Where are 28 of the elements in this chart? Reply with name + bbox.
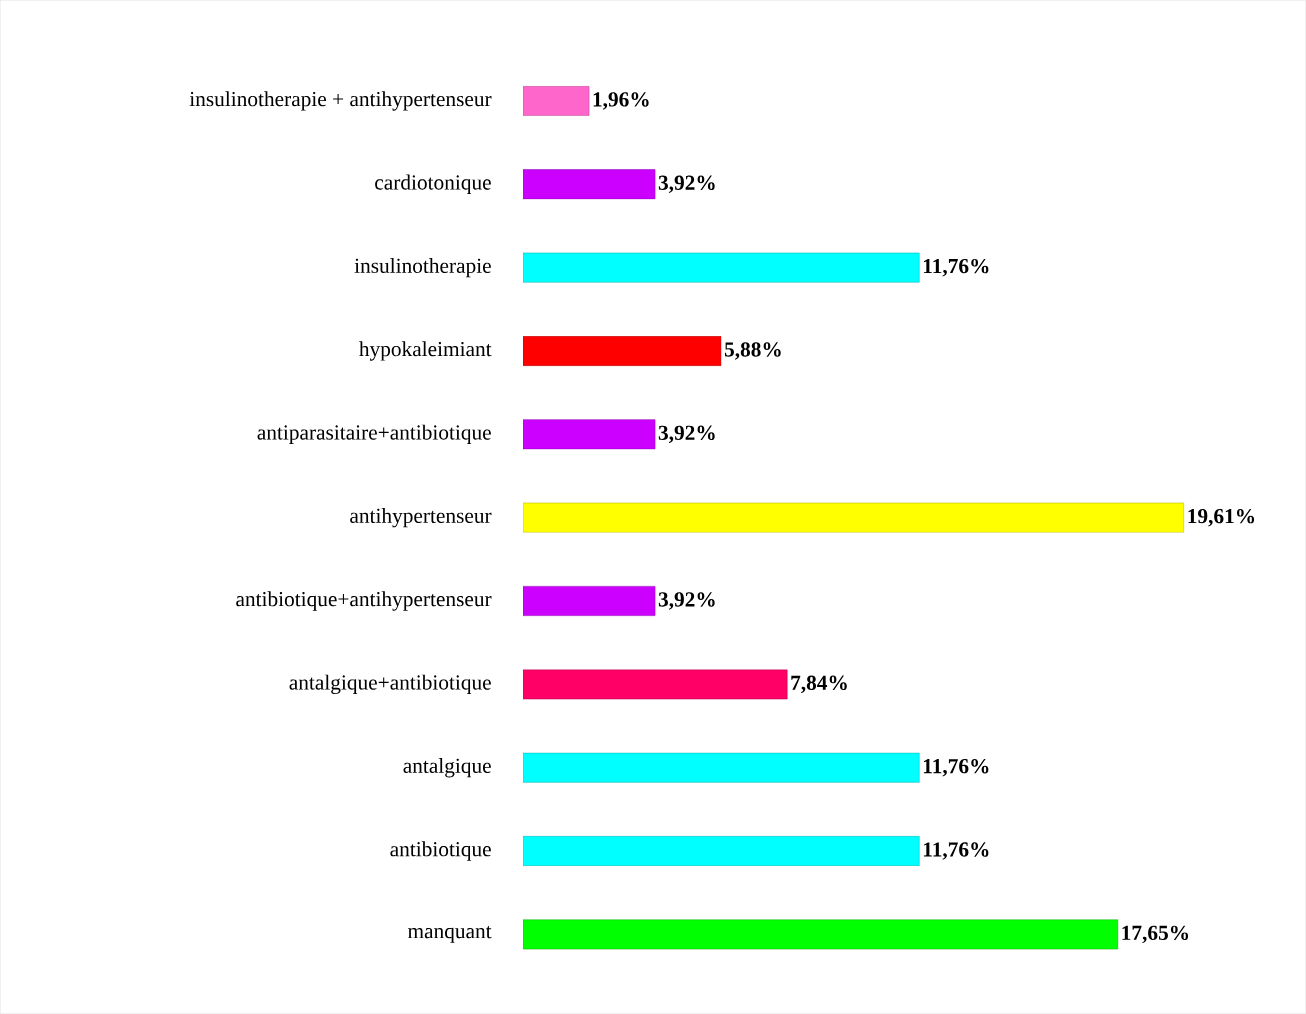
- y-tick-label: antibiotique+antihypertenseur: [236, 591, 492, 611]
- bar: [522, 169, 656, 200]
- y-tick-label: manquant: [407, 926, 492, 943]
- bar: [522, 86, 590, 116]
- data-label: 5,88%: [724, 342, 781, 360]
- y-tick-label: insulinotherapie: [354, 257, 491, 278]
- data-label: 3,92%: [658, 592, 715, 610]
- y-tick-label: cardiotonique: [375, 174, 491, 194]
- y-tick-label: insulinotherapie + antihypertenseur: [189, 91, 492, 111]
- data-label: 11,76%: [923, 258, 989, 277]
- data-label: 1,96%: [593, 92, 649, 110]
- bar: [522, 336, 722, 366]
- data-label: 3,92%: [658, 175, 715, 194]
- bar: [522, 419, 656, 450]
- data-label: 19,61%: [1188, 508, 1255, 527]
- data-label: 7,84%: [791, 675, 847, 694]
- y-tick-label: antalgique: [403, 758, 491, 778]
- data-label: 11,76%: [923, 842, 989, 860]
- bar: [522, 669, 788, 700]
- data-label: 17,65%: [1122, 925, 1189, 944]
- y-tick-label: antihypertenseur: [350, 507, 492, 528]
- bar: [522, 502, 1185, 533]
- y-tick-label: antalgique+antibiotique: [289, 674, 491, 695]
- y-tick-label: antiparasitaire+antibiotique: [257, 424, 491, 444]
- data-label: 3,92%: [658, 425, 715, 444]
- y-tick-label: antibiotique: [390, 841, 491, 861]
- y-tick-label: hypokaleimiant: [359, 341, 492, 361]
- data-label: 11,76%: [923, 758, 989, 777]
